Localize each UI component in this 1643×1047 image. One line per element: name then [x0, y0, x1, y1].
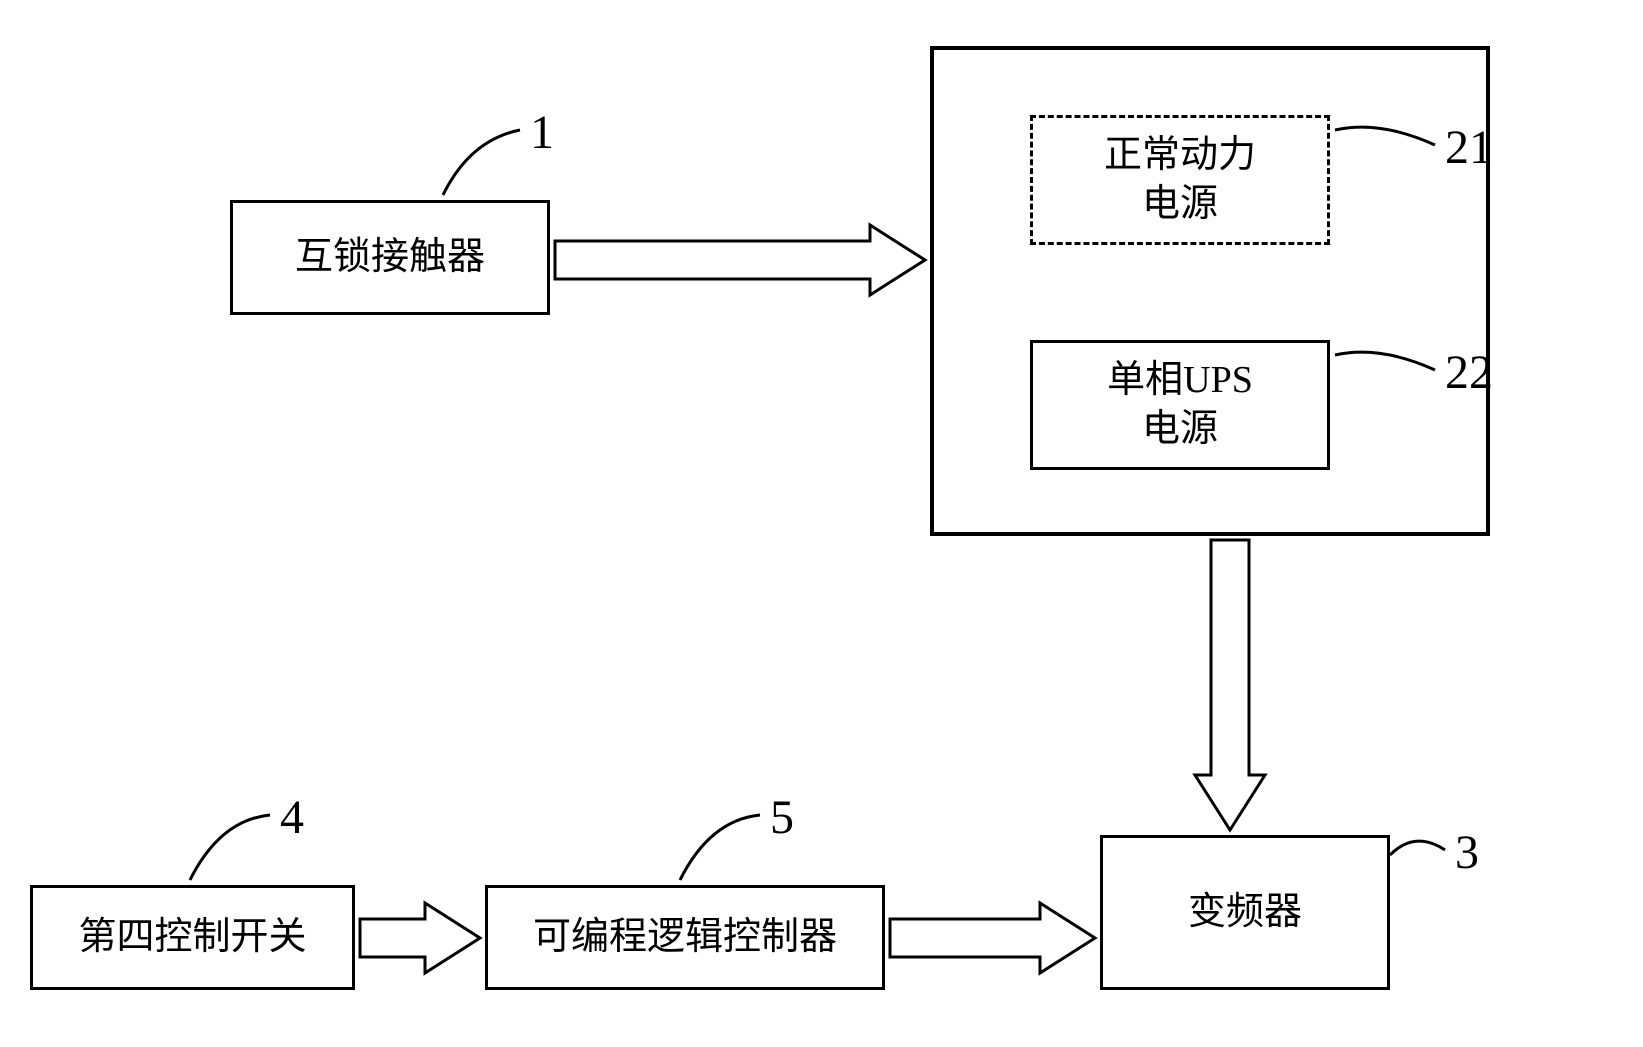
plc-label: 可编程逻辑控制器	[533, 913, 837, 962]
interlock-label: 互锁接触器	[295, 233, 485, 282]
label-5: 5	[770, 790, 794, 845]
arrow-power-to-inverter	[1195, 540, 1265, 830]
interlock-contactor-box: 互锁接触器	[230, 200, 550, 315]
ups-power-label: 单相UPS 电源	[1107, 356, 1253, 455]
inverter-label: 变频器	[1188, 888, 1302, 937]
normal-power-box: 正常动力 电源	[1030, 115, 1330, 245]
arrow-interlock-to-power	[555, 225, 925, 295]
arrow-plc-to-inverter	[890, 903, 1095, 973]
label-4: 4	[280, 790, 304, 845]
label-1: 1	[530, 105, 554, 160]
fourth-switch-box: 第四控制开关	[30, 885, 355, 990]
label-21: 21	[1445, 120, 1493, 175]
flowchart-diagram: 互锁接触器 正常动力 电源 单相UPS 电源 第四控制开关 可编程逻辑控制器 变…	[0, 0, 1643, 1047]
arrow-switch-to-plc	[360, 903, 480, 973]
label-22: 22	[1445, 345, 1493, 400]
fourth-switch-label: 第四控制开关	[78, 913, 306, 962]
plc-box: 可编程逻辑控制器	[485, 885, 885, 990]
label-3: 3	[1455, 825, 1479, 880]
ups-power-box: 单相UPS 电源	[1030, 340, 1330, 470]
inverter-box: 变频器	[1100, 835, 1390, 990]
normal-power-label: 正常动力 电源	[1104, 131, 1256, 230]
